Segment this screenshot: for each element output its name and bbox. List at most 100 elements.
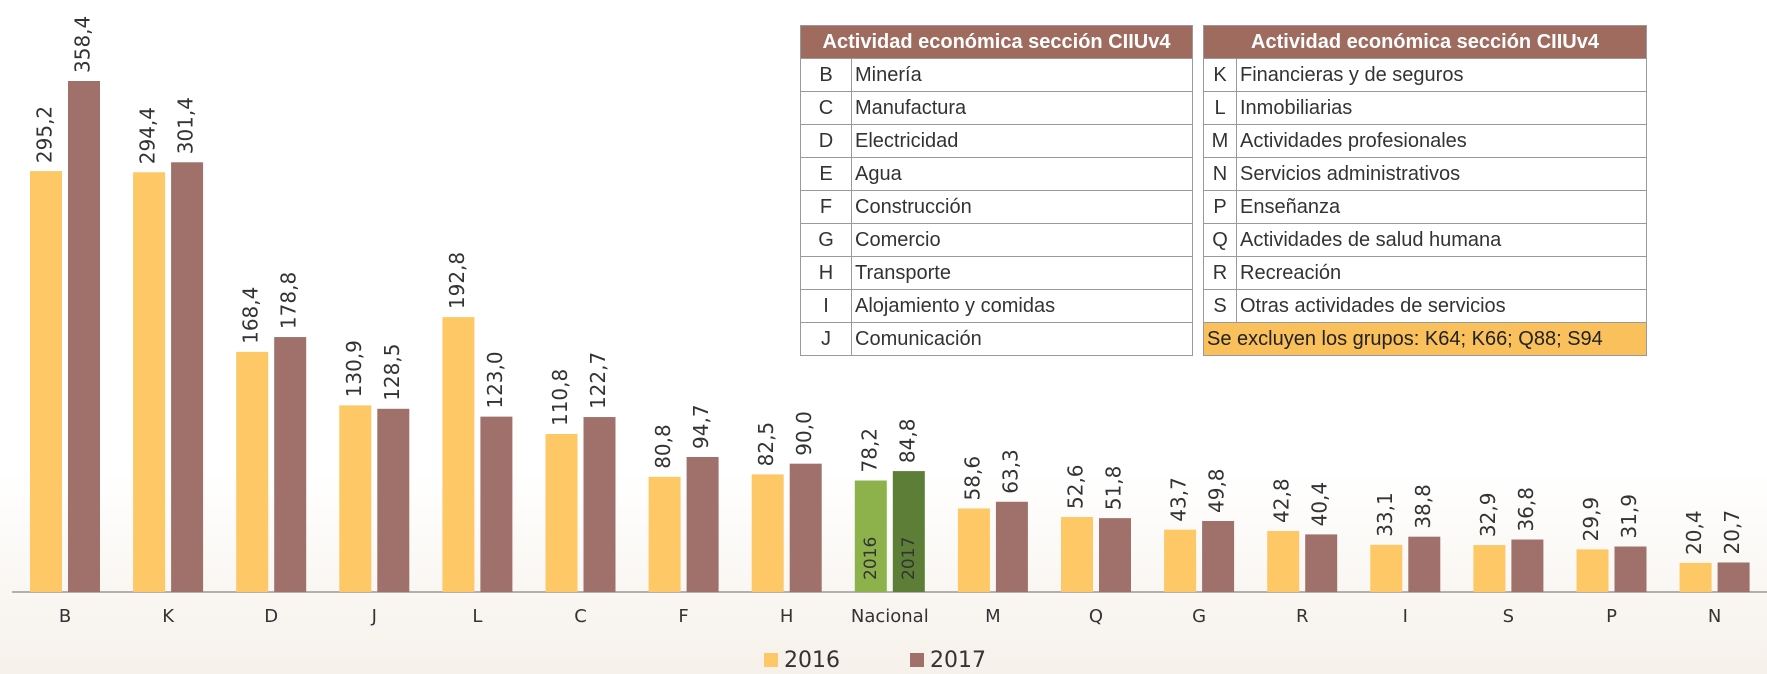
- x-tick-label: F: [678, 606, 688, 627]
- bar: [1473, 545, 1506, 592]
- value-label: 178,8: [277, 272, 301, 329]
- name-cell: Inmobiliarias: [1236, 91, 1647, 125]
- table-header-row: Actividad económica sección CIIUv4: [1203, 25, 1647, 59]
- bar: [1511, 539, 1544, 592]
- bar: [1370, 544, 1403, 592]
- code-cell: R: [1203, 256, 1237, 290]
- table-row: E Agua: [800, 157, 1193, 191]
- table-row: S Otras actividades de servicios: [1203, 289, 1647, 323]
- x-tick-label: Q: [1089, 606, 1103, 627]
- name-cell: Alojamiento y comidas: [851, 289, 1193, 323]
- x-tick-label: H: [780, 606, 794, 627]
- bar: [377, 408, 410, 592]
- table-row: J Comunicación: [800, 322, 1193, 356]
- x-tick-label: K: [162, 606, 175, 627]
- table-row: G Comercio: [800, 223, 1193, 257]
- bar: [1305, 534, 1338, 592]
- legend-table: Actividad económica sección CIIUv4 B Miner…: [800, 25, 1193, 356]
- name-cell: Comunicación: [851, 322, 1193, 356]
- value-label: 90,0: [792, 411, 816, 456]
- bar: [1061, 517, 1093, 592]
- code-cell: F: [800, 190, 852, 224]
- bar: [751, 474, 784, 592]
- bar: [171, 162, 204, 592]
- bar: [545, 434, 578, 592]
- bar: [1408, 536, 1441, 592]
- code-cell: C: [800, 91, 852, 125]
- bar: [892, 471, 925, 592]
- x-tick-label: S: [1503, 606, 1514, 627]
- table-note: Se excluyen los grupos: K64; K66; Q88; S…: [1203, 322, 1647, 356]
- table-row: K Financieras y de seguros: [1203, 58, 1647, 92]
- bar: [274, 337, 307, 592]
- bar: [686, 456, 719, 592]
- legend-swatch: [764, 653, 778, 667]
- name-cell: Electricidad: [851, 124, 1193, 158]
- name-cell: Construcción: [851, 190, 1193, 224]
- legend-swatch: [910, 653, 924, 667]
- x-tick-label: C: [574, 606, 587, 627]
- table-row: R Recreación: [1203, 256, 1647, 290]
- code-cell: I: [800, 289, 852, 323]
- value-label: 49,8: [1205, 468, 1229, 513]
- bar: [1576, 549, 1609, 592]
- bar: [30, 171, 62, 592]
- value-label: 40,4: [1308, 482, 1332, 527]
- value-label: 38,8: [1411, 484, 1435, 529]
- bar: [339, 405, 372, 592]
- name-cell: Transporte: [851, 256, 1193, 290]
- x-tick-label: N: [1708, 606, 1721, 627]
- value-label: 29,9: [1579, 497, 1603, 542]
- table-header-row: Actividad económica sección CIIUv4: [800, 25, 1193, 59]
- x-tick-label: Nacional: [851, 606, 929, 627]
- x-tick-label: P: [1606, 606, 1617, 627]
- code-cell: P: [1203, 190, 1237, 224]
- table-row: N Servicios administrativos: [1203, 157, 1647, 191]
- table-row: B Minería: [800, 58, 1193, 92]
- code-cell: G: [800, 223, 852, 257]
- value-label: 168,4: [239, 287, 263, 344]
- name-cell: Minería: [851, 58, 1193, 92]
- name-cell: Enseñanza: [1236, 190, 1647, 224]
- value-label: 110,8: [548, 369, 572, 426]
- legend-table: Actividad económica sección CIIUv4 K Finan…: [1203, 25, 1647, 356]
- value-label: 294,4: [136, 107, 160, 164]
- bar: [1164, 529, 1197, 592]
- table-row: P Enseñanza: [1203, 190, 1647, 224]
- value-label: 295,2: [33, 106, 57, 163]
- value-label: 123,0: [483, 351, 507, 408]
- bar: [1717, 562, 1750, 592]
- table-row: I Alojamiento y comidas: [800, 289, 1193, 323]
- bar: [995, 501, 1028, 592]
- value-label: 43,7: [1167, 477, 1191, 522]
- value-label: 82,5: [754, 422, 778, 467]
- x-tick-label: B: [59, 606, 71, 627]
- x-tick-label: G: [1192, 606, 1206, 627]
- name-cell: Manufactura: [851, 91, 1193, 125]
- value-label: 36,8: [1514, 487, 1538, 532]
- table-header: Actividad económica sección CIIUv4: [800, 25, 1193, 59]
- value-label: 33,1: [1373, 492, 1397, 537]
- legend-label: 2016: [784, 648, 840, 673]
- code-cell: N: [1203, 157, 1237, 191]
- value-label: 51,8: [1102, 466, 1126, 511]
- value-label: 301,4: [174, 97, 198, 154]
- table-row: Q Actividades de salud humana: [1203, 223, 1647, 257]
- table-row: F Construcción: [800, 190, 1193, 224]
- bar: [1614, 546, 1647, 592]
- code-cell: L: [1203, 91, 1237, 125]
- code-cell: M: [1203, 124, 1237, 158]
- bar: [442, 317, 475, 592]
- value-label: 20,4: [1682, 510, 1706, 555]
- x-tick-label: R: [1296, 606, 1309, 627]
- code-cell: B: [800, 58, 852, 92]
- value-label: 31,9: [1617, 494, 1641, 539]
- code-cell: H: [800, 256, 852, 290]
- x-tick-label: L: [472, 606, 482, 627]
- name-cell: Actividades de salud humana: [1236, 223, 1647, 257]
- bar: [68, 81, 100, 592]
- value-label: 42,8: [1270, 478, 1294, 523]
- name-cell: Agua: [851, 157, 1193, 191]
